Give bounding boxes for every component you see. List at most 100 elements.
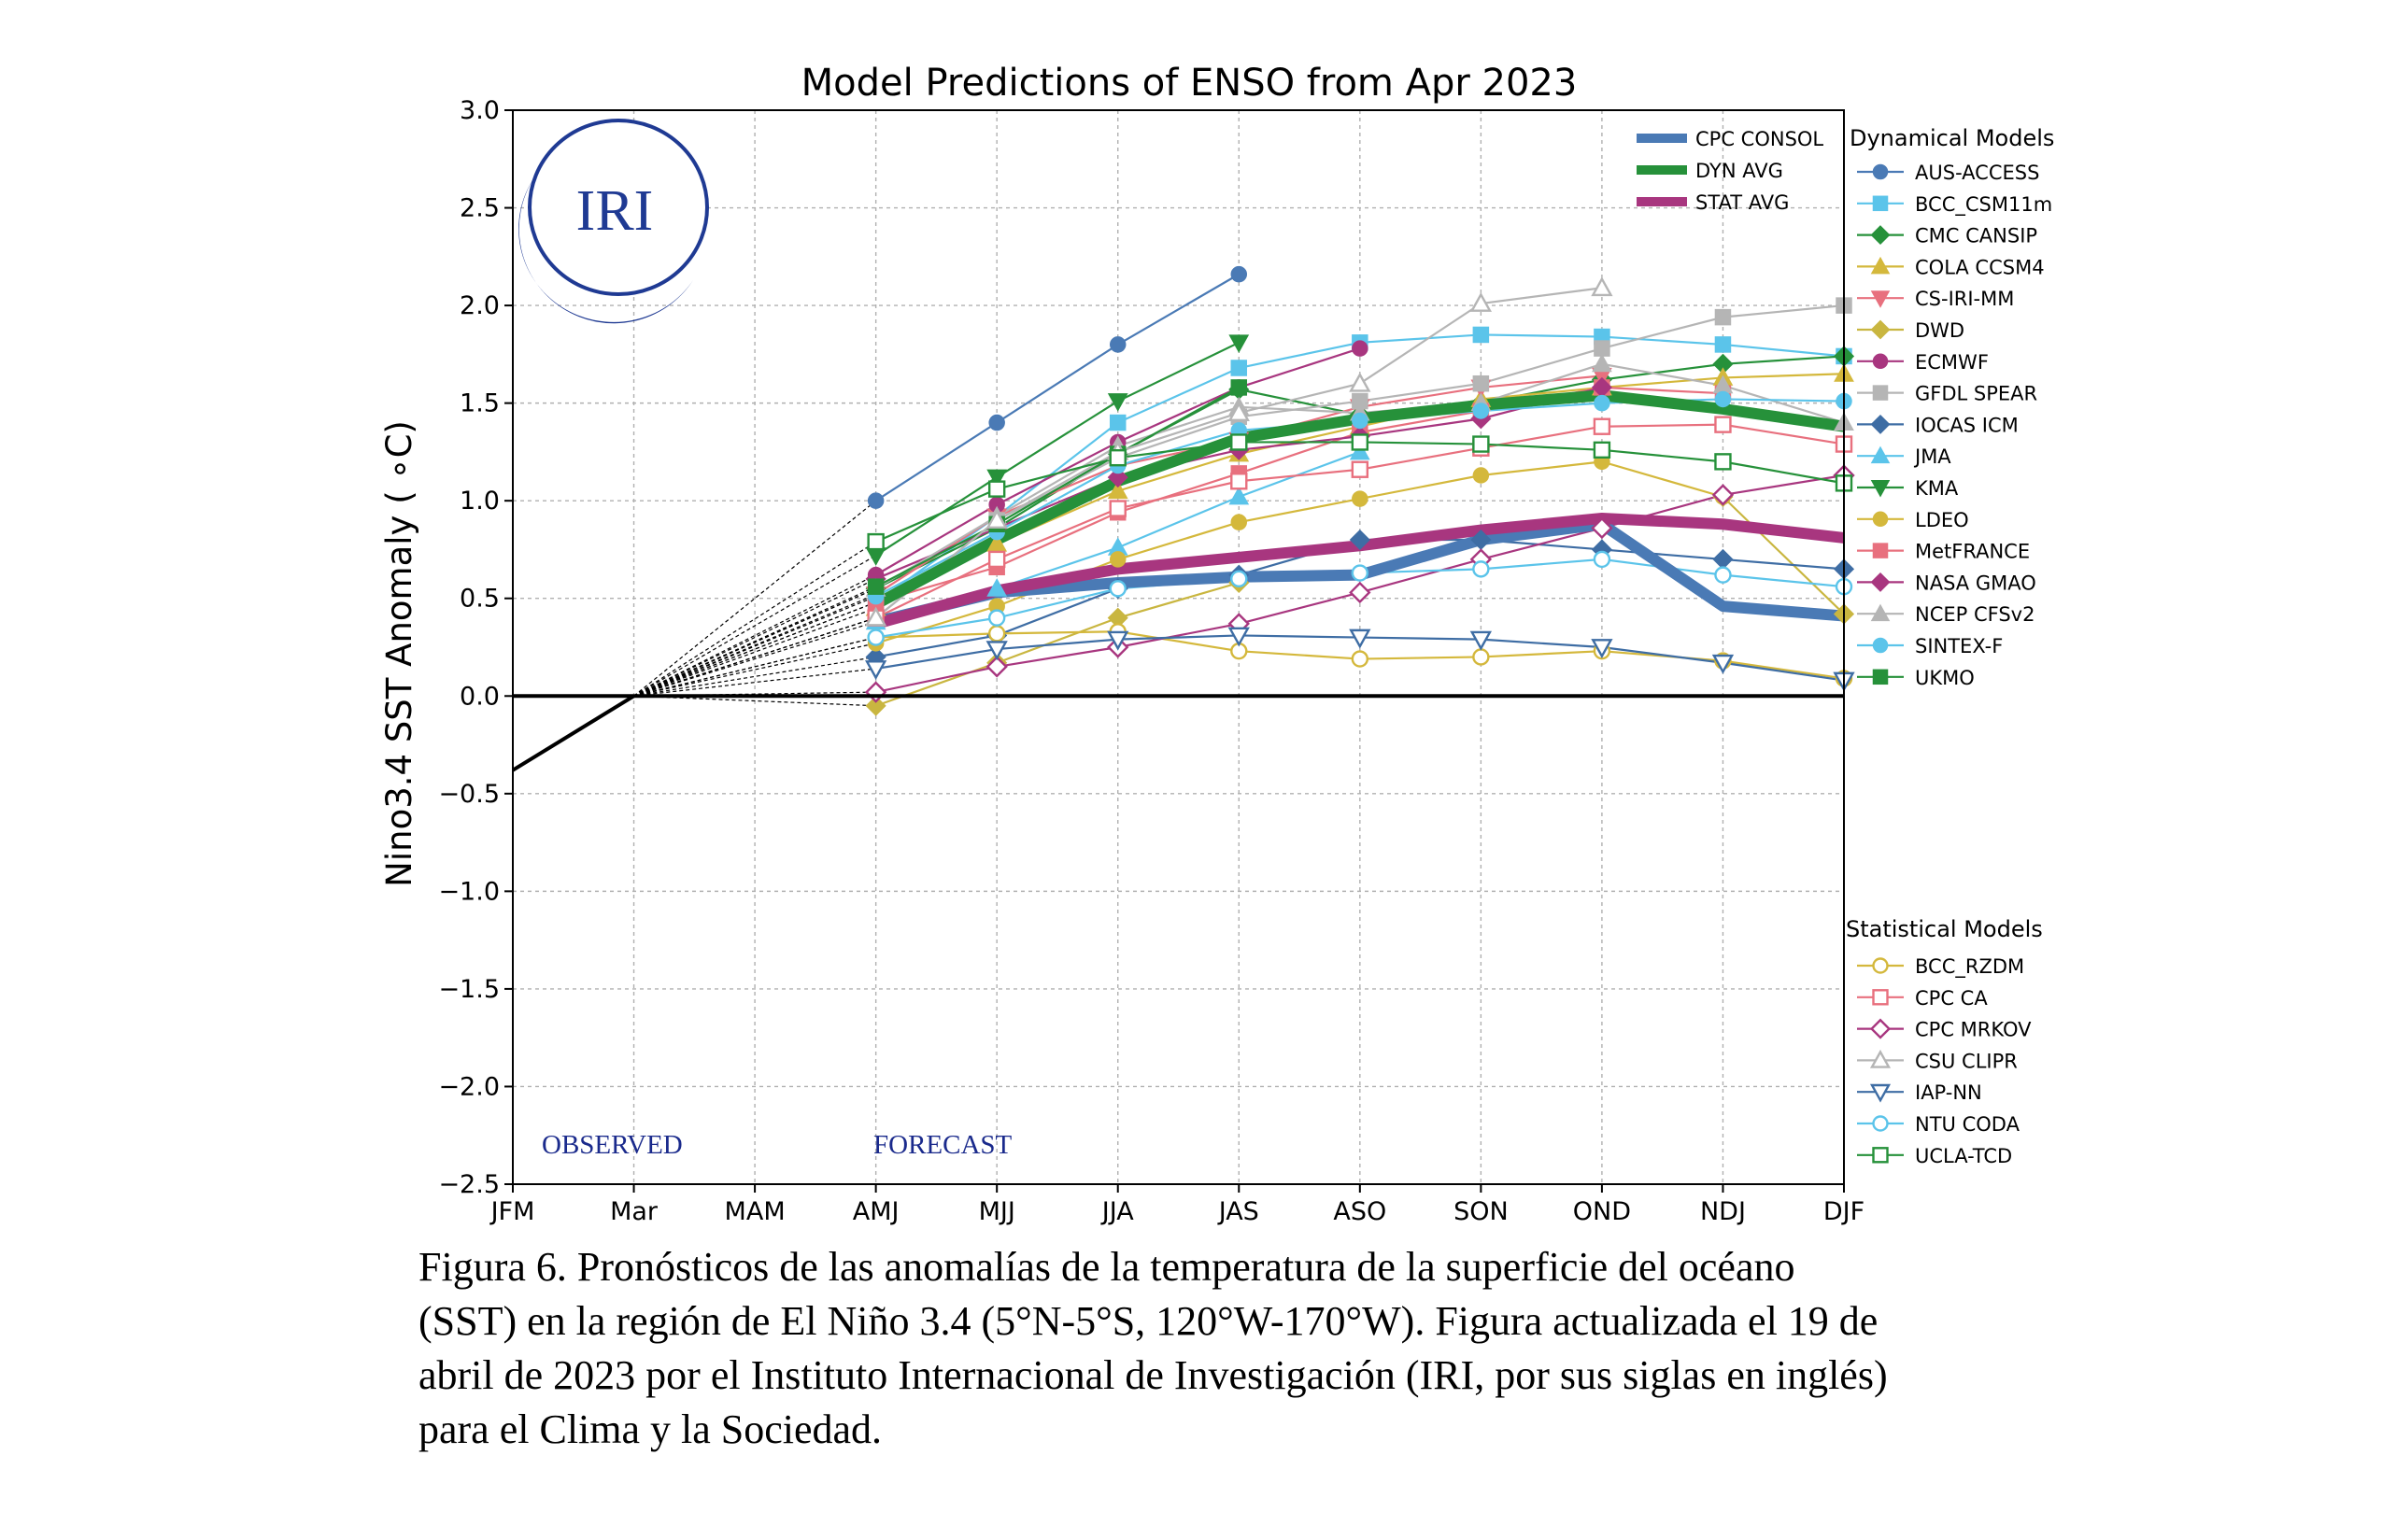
x-tick-label: MJJ [979, 1197, 1015, 1226]
legend-label: AUS-ACCESS [1915, 162, 2039, 184]
legend-marker [1870, 445, 1891, 464]
legend-label: LDEO [1915, 509, 1969, 531]
data-point-ucla-tcd [1230, 433, 1248, 451]
legend-label: MetFRANCE [1915, 541, 2030, 563]
data-point-bcc-rzdm [1351, 650, 1369, 668]
legend-marker [1870, 290, 1891, 308]
legend-label: UKMO [1915, 667, 1975, 689]
forecast-connector [633, 636, 876, 697]
data-point-cpc-mrkov [864, 681, 887, 703]
data-point-jma [1349, 441, 1370, 460]
legend-marker [1872, 511, 1889, 528]
y-tick-label: −2.5 [438, 1170, 500, 1199]
legend-marker [1872, 543, 1889, 558]
data-point-csu-clipr [1469, 291, 1493, 312]
data-point-ntu-coda [987, 609, 1006, 627]
data-point-iap-nn [1711, 654, 1735, 674]
data-point-ucla-tcd [867, 532, 885, 551]
data-point-csu-clipr [985, 509, 1008, 529]
legend-marker [1872, 989, 1889, 1006]
data-point-ucla-tcd [987, 480, 1006, 498]
legend-label: STAT AVG [1695, 191, 1789, 214]
data-point-iap-nn [1107, 630, 1129, 651]
data-point-ldeo [1472, 467, 1490, 484]
data-point-aus-access [1109, 336, 1127, 353]
legend-label: KMA [1915, 477, 1959, 500]
data-point-iap-nn [985, 641, 1008, 661]
legend-label: CPC MRKOV [1915, 1019, 2032, 1041]
data-point-bcc-rzdm [1472, 648, 1490, 666]
legend-label: DYN AVG [1695, 160, 1783, 182]
legend-marker [1870, 572, 1891, 592]
y-tick-label: 0.0 [460, 682, 500, 711]
x-tick-label: ASO [1333, 1197, 1386, 1226]
legend-label: CS-IRI-MM [1915, 288, 2014, 310]
legend-statistical-models: BCC_RZDM CPC CA CPC MRKOV CSU CLIPR IAP-NN NT… [1857, 955, 2032, 1167]
y-tick-label: 2.5 [460, 194, 500, 223]
data-point-ntu-coda [1109, 580, 1127, 598]
y-tick-label: −0.5 [438, 780, 500, 809]
data-point-kma [1107, 393, 1128, 412]
y-tick-label: −1.0 [438, 877, 500, 906]
forecast-connector [633, 586, 876, 697]
x-tick-label: JAS [1217, 1197, 1259, 1226]
data-point-jma [986, 578, 1008, 597]
legend-marker [1872, 1147, 1889, 1164]
data-point-cpc-ca [1230, 473, 1248, 490]
legend-statistical-title: Statistical Models [1846, 916, 2043, 942]
data-point-cpc-mrkov [1591, 516, 1613, 540]
forecast-connector [633, 587, 876, 697]
legend-marker [1869, 1049, 1892, 1068]
x-tick-label: SON [1453, 1197, 1509, 1226]
chart-title: Model Predictions of ENSO from Apr 2023 [801, 62, 1578, 105]
legend-label: NASA GMAO [1915, 572, 2036, 594]
iri-logo-text: IRI [576, 179, 654, 243]
data-point-csu-clipr [1591, 276, 1613, 297]
data-point-jma [1228, 486, 1250, 505]
forecast-connector [633, 601, 876, 697]
data-point-ucla-tcd [1351, 433, 1369, 451]
legend-label: COLA CCSM4 [1915, 256, 2045, 278]
legend-marker [1869, 1018, 1892, 1039]
data-point-csu-clipr [1349, 372, 1371, 392]
legend-label: CPC CONSOL [1695, 128, 1823, 150]
figure-caption: Figura 6. Pronósticos de las anomalías d… [418, 1240, 2137, 1457]
x-tick-label: AMJ [853, 1197, 900, 1226]
data-point-ecmwf [1352, 340, 1368, 357]
data-point-bcc-csm11m [1472, 326, 1490, 344]
legend-marker [1870, 256, 1891, 275]
data-point-aus-access [988, 414, 1005, 431]
data-point-iap-nn [1591, 639, 1613, 659]
data-point-ukmo [1230, 379, 1248, 396]
y-tick-label: 1.5 [460, 389, 500, 418]
data-point-gfdl-spear [1714, 308, 1732, 326]
legend-label: CPC CA [1915, 987, 1988, 1010]
data-point-ntu-coda [1351, 564, 1369, 582]
caption-line: abril de 2023 por el Instituto Internaci… [418, 1352, 1888, 1398]
forecast-connector [633, 574, 876, 697]
legend-dynamical-title: Dynamical Models [1850, 125, 2054, 151]
legend-label: NCEP CFSv2 [1915, 603, 2035, 626]
data-point-ldeo [1230, 514, 1248, 530]
y-axis-label: Nino3.4 SST Anomaly ( ∘C) [379, 420, 419, 887]
data-point-aus-access [867, 492, 885, 509]
forecast-connector [633, 643, 876, 697]
forecast-connector [633, 541, 876, 697]
data-point-nasa-gmao [1107, 467, 1128, 488]
data-point-aus-access [1230, 265, 1248, 283]
forecast-connector [633, 593, 876, 697]
data-point-cola-ccsm4 [1107, 480, 1128, 500]
legend-marker [1870, 319, 1891, 340]
data-point-ldeo [1352, 490, 1368, 507]
legend-marker [1870, 480, 1891, 498]
data-point-sintex-f [1472, 403, 1490, 419]
caption-line: (SST) en la región de El Niño 3.4 (5°N-5… [418, 1298, 1879, 1344]
data-point-ucla-tcd [1714, 453, 1732, 471]
data-point-cpc-ca [1714, 416, 1732, 433]
legend-label: SINTEX-F [1915, 635, 2003, 657]
legend-label: JMA [1913, 445, 1951, 468]
legend-label: CSU CLIPR [1915, 1050, 2018, 1072]
legend-marker [1872, 195, 1889, 212]
data-point-ntu-coda [867, 629, 885, 646]
legend-label: ECMWF [1915, 351, 1989, 374]
